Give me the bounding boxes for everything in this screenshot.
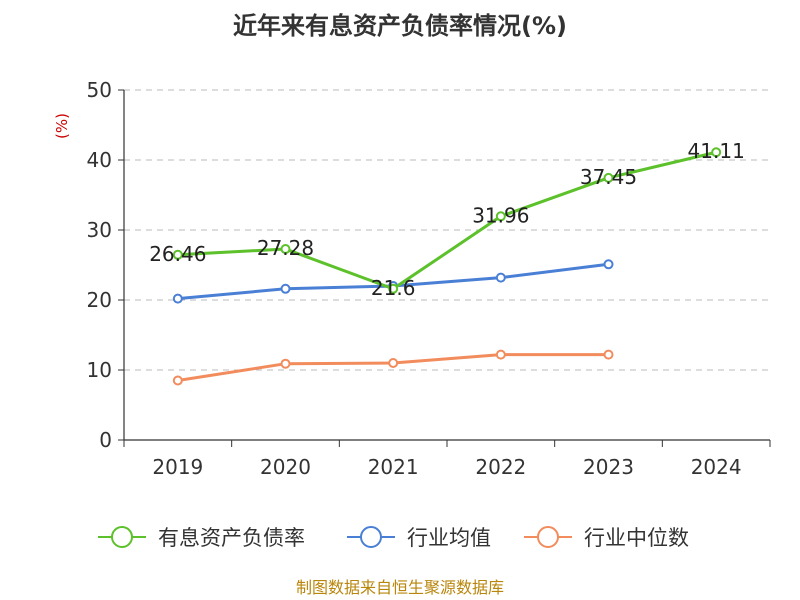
data-point [603,259,614,270]
legend-item[interactable]: 有息资产负债率 [98,526,305,550]
data-label: 27.28 [257,236,314,260]
grid-lines [124,89,770,371]
y-tick-label: 0 [99,428,112,452]
data-label: 41.11 [688,139,745,163]
data-point [280,244,291,255]
data-point [388,283,399,294]
legend[interactable]: 有息资产负债率 行业均值 行业中位数 [98,526,689,550]
data-point [280,358,291,369]
legend-label: 行业中位数 [584,526,689,550]
series-line [177,150,717,291]
data-label: 21.6 [371,276,416,300]
legend-item[interactable]: 行业中位数 [524,526,689,550]
legend-label: 行业均值 [407,526,491,550]
data-point [388,358,399,368]
legend-marker [111,526,133,548]
y-tick-label: 10 [87,358,112,382]
data-point [495,211,506,222]
legend-marker [537,526,559,548]
x-tick-label: 2020 [260,455,311,479]
legend-item[interactable]: 行业均值 [347,526,491,550]
data-label: 37.45 [580,165,637,189]
y-axis-unit: (%) [53,113,71,139]
x-tick-label: 2021 [368,455,419,479]
data-label: 26.46 [149,242,206,266]
data-point [172,249,183,260]
data-point [603,172,614,183]
data-point [280,283,291,294]
data-labels: 26.46 27.28 21.6 31.96 37.45 41.11 [149,139,745,300]
axes: 0 10 20 30 40 50 2019 2020 2021 2022 2023 2024 [87,78,771,479]
data-point [172,293,183,304]
data-label: 31.96 [472,203,529,227]
data-point [172,375,183,386]
legend-label: 有息资产负债率 [158,526,305,550]
data-point [495,272,506,283]
data-point [603,349,614,360]
data-point [495,349,506,360]
x-tick-label: 2024 [691,455,742,479]
chart-title: 近年来有息资产负债率情况(%) [233,12,567,40]
legend-marker [360,526,382,548]
x-tick-label: 2023 [583,455,634,479]
data-source-note: 制图数据来自恒生聚源数据库 [296,578,504,597]
y-tick-label: 20 [87,288,112,312]
y-tick-label: 50 [87,78,112,102]
series-lines [172,147,722,386]
x-tick-label: 2022 [475,455,526,479]
y-tick-label: 30 [87,218,112,242]
y-tick-label: 40 [87,148,112,172]
data-point [711,147,722,158]
x-tick-label: 2019 [152,455,203,479]
